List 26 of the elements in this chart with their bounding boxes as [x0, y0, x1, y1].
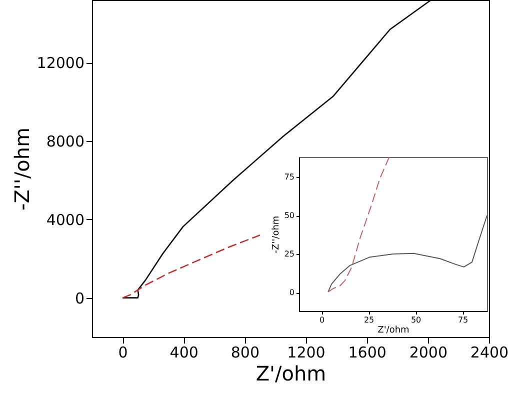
y-tick-label: 75: [284, 172, 294, 182]
x-tick-label: 2400: [470, 344, 509, 362]
x-tick-label: 400: [170, 344, 198, 362]
x-tick-label: 2000: [409, 344, 448, 362]
x-tick-label: 800: [230, 344, 260, 362]
x-tick-label: 0: [320, 316, 325, 324]
y-tick-label: 8000: [46, 132, 84, 151]
y-axis-title: -Z''/ohm: [271, 216, 282, 254]
x-tick-label: 75: [458, 316, 468, 324]
y-tick-label: 4000: [46, 210, 84, 229]
line-series: [328, 215, 487, 292]
x-tick-label: 50: [410, 316, 422, 324]
x-tick-label: 1600: [348, 344, 386, 362]
y-tick-label: 25: [284, 250, 294, 259]
x-tick-label: 25: [364, 316, 374, 324]
y-tick-label: 0: [74, 289, 84, 308]
y-tick-label: 12000: [36, 54, 84, 72]
x-axis-title: Z'/ohm: [256, 362, 326, 386]
y-tick-label: 50: [284, 211, 294, 220]
line-series: [122, 234, 261, 298]
x-tick-label: 0: [118, 344, 128, 362]
y-axis-title: -Z''/ohm: [10, 127, 34, 211]
x-tick-label: 1200: [287, 344, 326, 362]
y-tick-label: 0: [289, 288, 294, 298]
line-series: [328, 157, 390, 292]
x-axis-title: Z'/ohm: [378, 326, 410, 336]
